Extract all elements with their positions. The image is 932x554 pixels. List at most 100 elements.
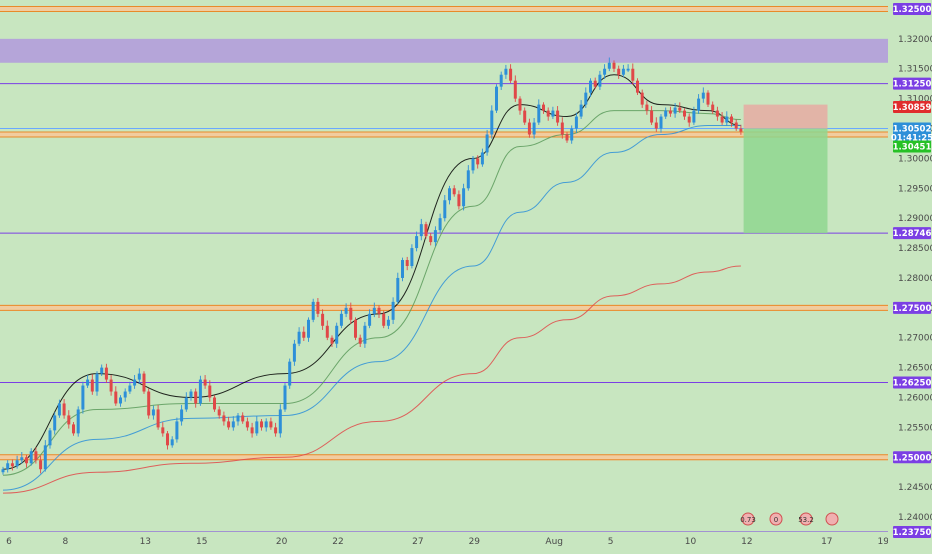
- candle-body: [495, 86, 498, 111]
- candle: [175, 417, 179, 443]
- candle: [574, 112, 578, 133]
- price-tag-label: 1.25000: [893, 453, 932, 463]
- candle: [636, 78, 639, 96]
- candle: [302, 326, 306, 342]
- event-value: 53.2: [798, 516, 814, 524]
- time-tick-label: 10: [685, 537, 697, 547]
- time-axis[interactable]: 6 8 13 15 20 22 27 29 Aug 5 10 12 17 19: [0, 532, 889, 550]
- candle-body: [476, 158, 480, 165]
- time-tick-label: 5: [608, 537, 614, 547]
- candle: [556, 106, 560, 126]
- candle: [114, 386, 118, 406]
- candle: [687, 113, 691, 127]
- candle-body: [109, 379, 113, 392]
- candle-body: [288, 361, 292, 386]
- candle-body: [687, 116, 691, 123]
- price-tick-label: 1.32000: [898, 35, 932, 45]
- moving-average-line: [2, 125, 741, 491]
- candle-body: [391, 301, 395, 320]
- candle: [213, 395, 216, 412]
- candle: [443, 194, 447, 222]
- candle: [67, 410, 71, 429]
- candle-body: [297, 331, 301, 344]
- candle-body: [100, 367, 104, 374]
- price-tag: 1.28746: [893, 227, 931, 240]
- candle-body: [194, 391, 198, 404]
- candle: [260, 419, 263, 431]
- candle-body: [730, 116, 733, 123]
- candle-body: [147, 391, 151, 416]
- time-tick-label: 12: [741, 537, 752, 547]
- candle: [386, 315, 390, 330]
- candle: [349, 302, 353, 324]
- candle-body: [34, 451, 38, 461]
- candle: [264, 418, 268, 432]
- event-value: 0: [774, 516, 778, 524]
- candle: [137, 368, 141, 384]
- candle: [86, 375, 90, 388]
- level-zone-band: [0, 304, 888, 311]
- candle-body: [711, 104, 715, 111]
- candle-body: [302, 331, 306, 338]
- candle: [147, 388, 151, 419]
- candle: [48, 427, 52, 449]
- candle-body: [377, 307, 381, 314]
- candle: [29, 448, 33, 466]
- candle: [523, 107, 527, 125]
- candle-body: [386, 319, 390, 326]
- candle-body: [706, 92, 710, 105]
- candle-body: [95, 373, 99, 392]
- event-markers[interactable]: 0.73 0 53.2: [740, 512, 839, 526]
- candle-body: [123, 391, 127, 398]
- candle-body: [269, 421, 273, 428]
- candle-body: [527, 122, 531, 135]
- candle: [368, 309, 372, 329]
- candle-body: [429, 236, 433, 243]
- candle-body: [208, 385, 212, 398]
- candle: [269, 417, 273, 430]
- candle: [678, 102, 682, 113]
- candle: [631, 63, 635, 85]
- candle-body: [457, 194, 461, 207]
- candle-body: [156, 409, 160, 428]
- candle-body: [203, 379, 207, 386]
- candle: [560, 117, 564, 139]
- moving-average-line: [2, 110, 741, 476]
- position-tool[interactable]: [743, 104, 828, 234]
- price-tag-bg: [893, 77, 931, 90]
- candle: [429, 233, 433, 246]
- candle-body: [697, 98, 701, 111]
- candle-body: [621, 68, 625, 75]
- candle-body: [636, 80, 639, 93]
- candle: [415, 231, 419, 252]
- candle-body: [372, 307, 376, 314]
- candle-body: [292, 343, 296, 362]
- candles-layer: [1, 57, 743, 475]
- price-tag: 1.32500: [893, 2, 931, 15]
- candle: [499, 71, 503, 90]
- candle-body: [222, 415, 226, 422]
- candle-body: [678, 107, 682, 111]
- candle: [509, 64, 513, 84]
- candle: [128, 381, 132, 394]
- candle-body: [556, 110, 560, 123]
- candle: [433, 226, 437, 247]
- candle: [697, 94, 701, 114]
- candle: [462, 183, 466, 211]
- candle: [222, 411, 226, 426]
- moving-averages-layer: [2, 74, 741, 494]
- candle-body: [260, 421, 263, 428]
- price-tick-label: 1.26000: [898, 394, 932, 404]
- candle-body: [490, 110, 494, 135]
- event-flag-icon: [825, 512, 839, 526]
- candle: [706, 90, 710, 107]
- candle-body: [104, 367, 108, 380]
- candle-body: [438, 218, 442, 231]
- candle: [424, 221, 428, 239]
- candle-body: [499, 74, 503, 87]
- moving-average-line: [2, 265, 741, 494]
- candle-body: [307, 319, 310, 338]
- candle-body: [701, 92, 705, 99]
